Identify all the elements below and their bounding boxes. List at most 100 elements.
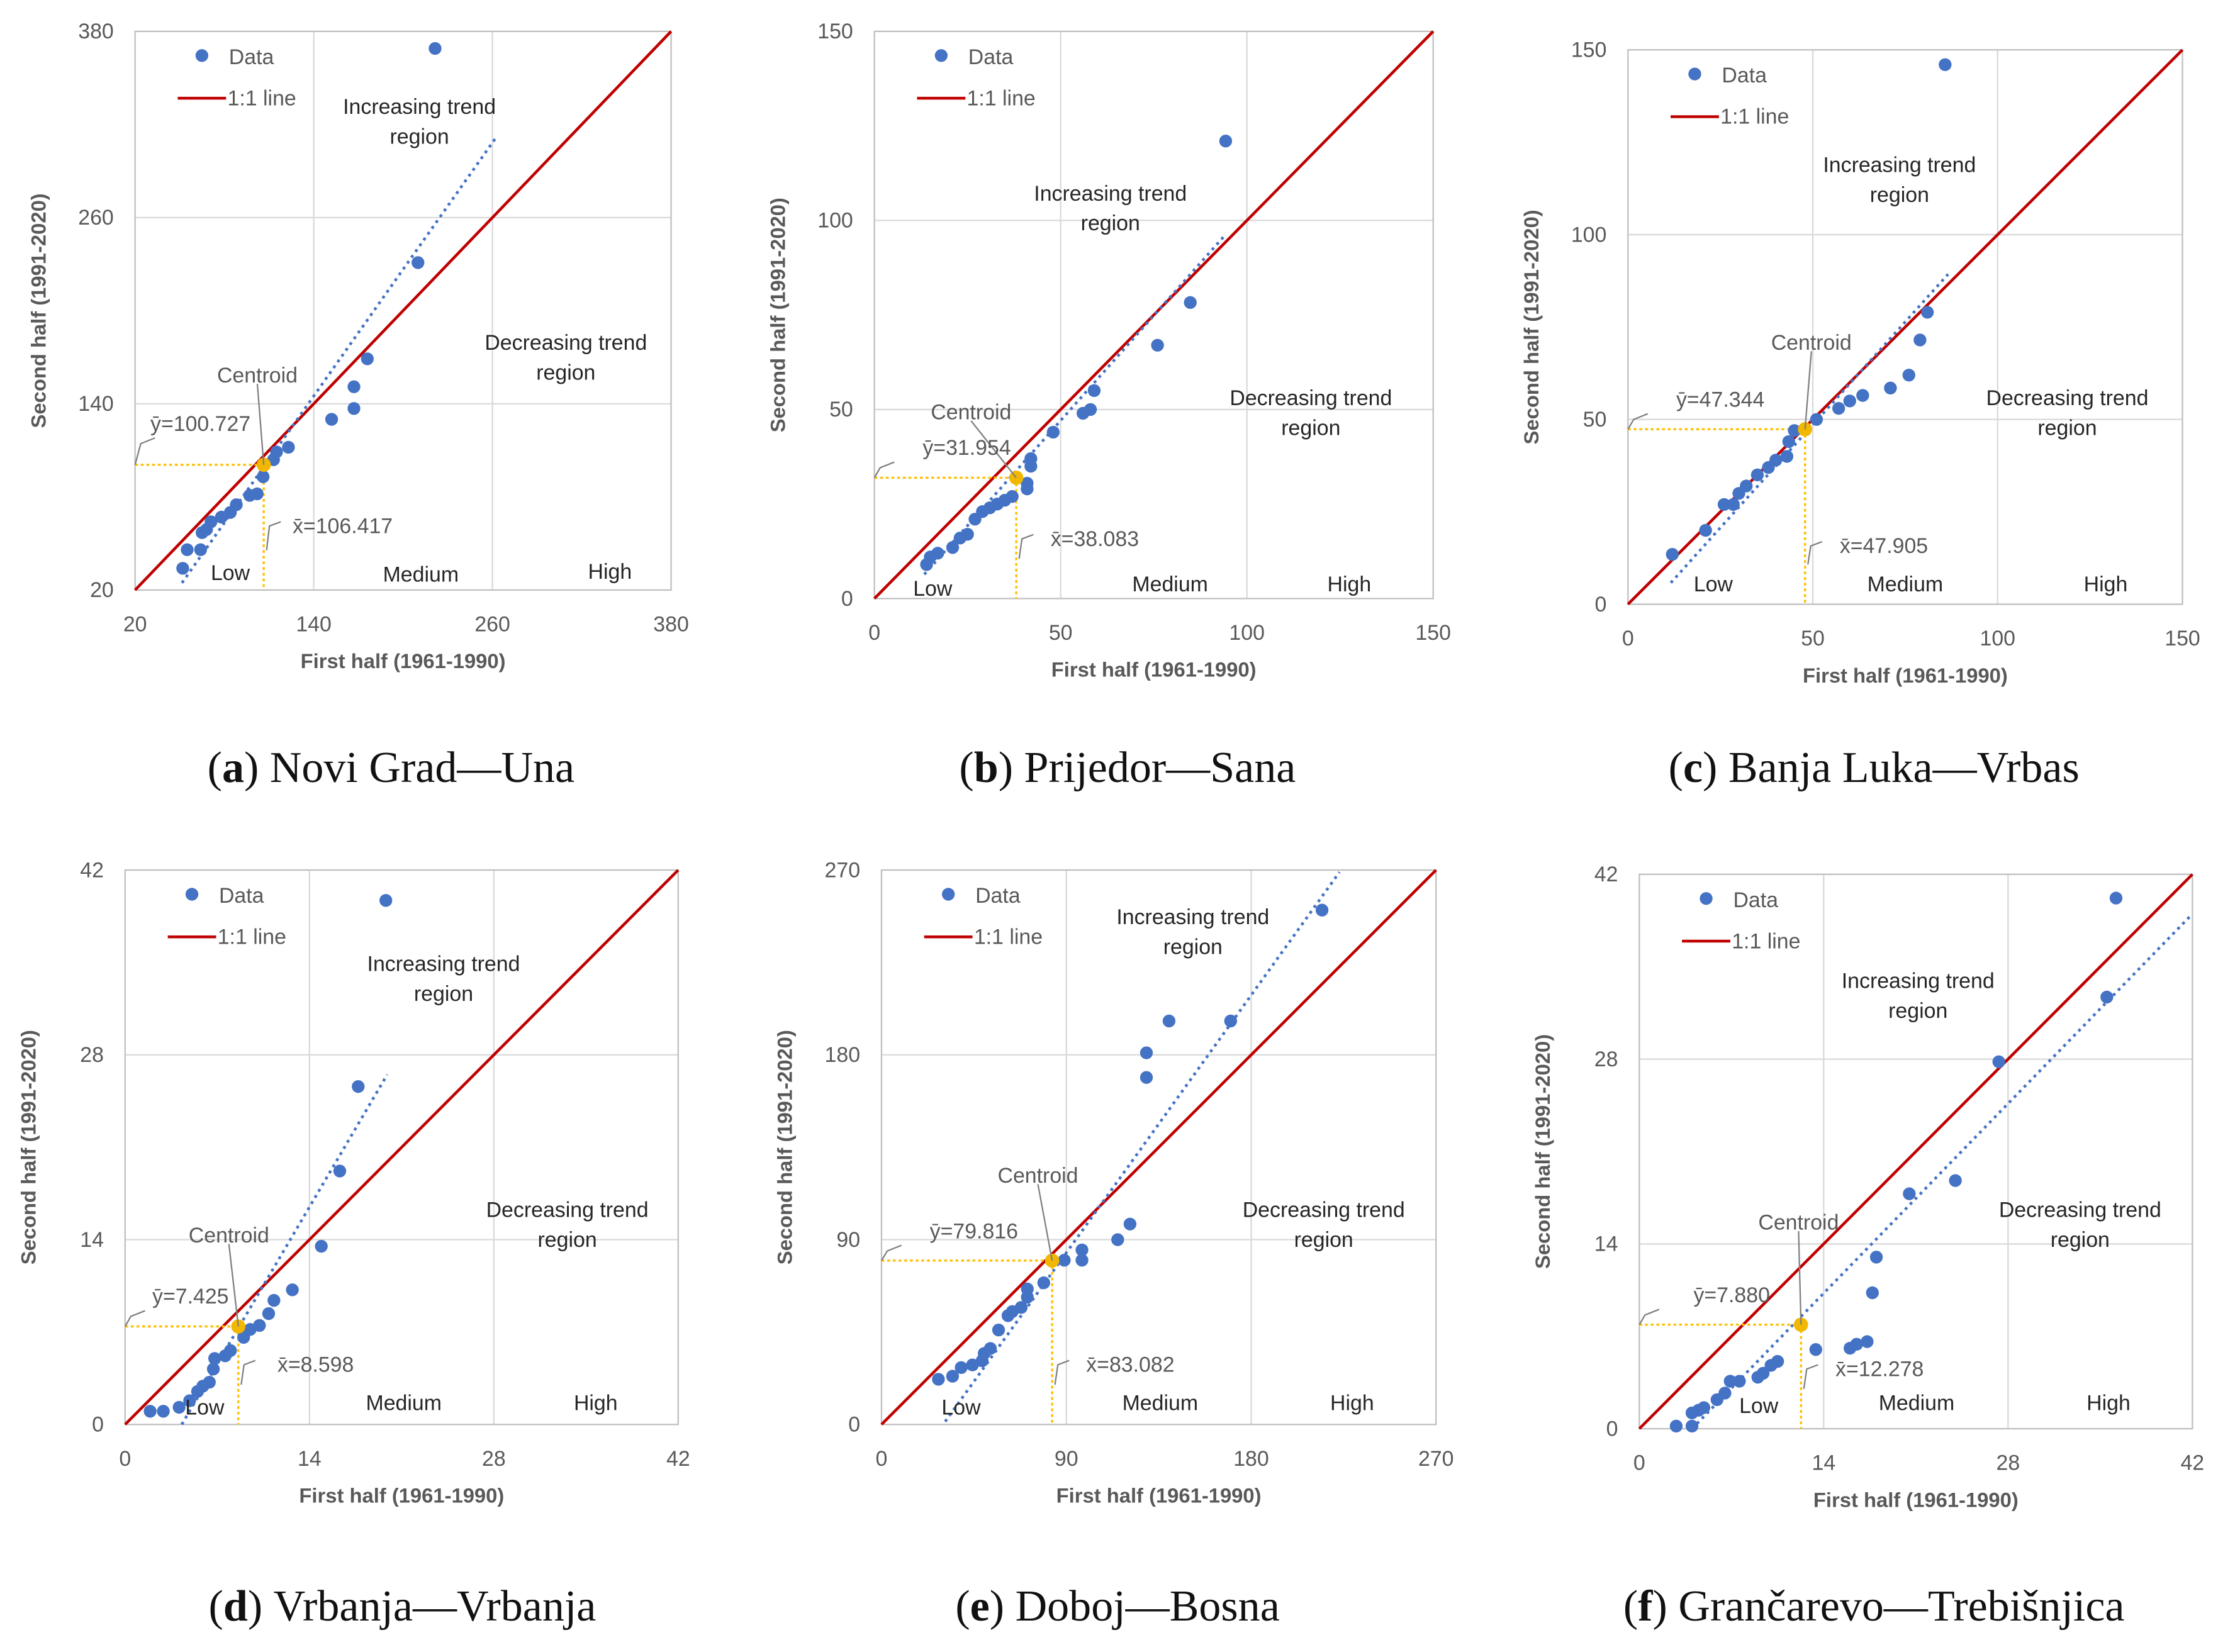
- ybar-label: ȳ=7.880: [1693, 1283, 1770, 1307]
- xbar-leader-line: [1803, 1364, 1818, 1389]
- data-point: [218, 1349, 232, 1363]
- centroid-label: Centroid: [1771, 331, 1852, 355]
- data-point: [1075, 1254, 1089, 1267]
- data-point: [183, 1394, 196, 1407]
- trend-line: [944, 871, 1341, 1423]
- data-point: [379, 894, 393, 907]
- class-label-medium: Medium: [1879, 1392, 1954, 1415]
- x-tick-label: 42: [2180, 1451, 2204, 1475]
- data-point: [1751, 1371, 1764, 1384]
- data-point: [955, 1361, 968, 1375]
- plot-area-border: [873, 30, 1434, 600]
- centroid-leader-line: [1037, 1184, 1053, 1261]
- data-point: [347, 402, 361, 415]
- y-tick-label: 380: [78, 20, 114, 43]
- data-point: [1087, 384, 1101, 398]
- data-point: [1762, 460, 1775, 474]
- data-point: [1024, 459, 1038, 473]
- trend-line: [923, 233, 1227, 576]
- plot-area-border: [880, 869, 1437, 1426]
- chart-panel-f: 00 14 14 28 28 42 42 First half (1961-1990) Seco…: [1531, 862, 2204, 1631]
- y-tick-label: 100: [817, 209, 853, 233]
- class-label-high: High: [1328, 572, 1372, 596]
- class-label-low: Low: [211, 561, 250, 585]
- xbar-label: x̄=47.905: [1840, 534, 1928, 558]
- x-tick-label: 0: [868, 621, 880, 645]
- y-tick-label: 180: [825, 1043, 861, 1067]
- data-point: [333, 1164, 347, 1178]
- x-tick-label: 42: [666, 1447, 690, 1471]
- data-point: [1844, 1341, 1857, 1355]
- xbar-label: x̄=106.417: [293, 515, 393, 539]
- class-label-medium: Medium: [383, 562, 459, 586]
- data-point: [1733, 1375, 1746, 1388]
- data-point: [1780, 450, 1794, 463]
- increasing-trend-region-label: region: [1888, 999, 1947, 1023]
- plot-area-border: [1627, 49, 2183, 605]
- x-axis-title: First half (1961-1990): [1056, 1484, 1262, 1507]
- plot-area-border: [134, 30, 672, 591]
- legend-data-label: Data: [968, 45, 1014, 69]
- caption-panel-letter: a: [222, 744, 244, 792]
- decreasing-trend-region-label: region: [1294, 1228, 1353, 1252]
- data-point: [1949, 1174, 1962, 1187]
- legend-line-label: 1:1 line: [228, 86, 296, 110]
- class-label-low: Low: [913, 577, 953, 601]
- panel-caption: (b) Prijedor—Sana: [959, 744, 1296, 792]
- y-axis-title: Second half (1991-2020): [1531, 1034, 1554, 1269]
- data-point: [1224, 1014, 1237, 1028]
- data-point: [267, 1293, 281, 1307]
- data-point: [1162, 1014, 1176, 1028]
- y-axis-title: Second half (1991-2020): [16, 1030, 40, 1264]
- data-point: [932, 1373, 945, 1386]
- caption-paren: (: [209, 1582, 223, 1631]
- increasing-trend-region-label: Increasing trend: [367, 952, 520, 976]
- class-label-high: High: [574, 1392, 618, 1415]
- caption-title: Vrbanja—Vrbanja: [274, 1582, 597, 1631]
- decreasing-trend-region-label: Decreasing trend: [1999, 1198, 2161, 1222]
- decreasing-trend-region-label: region: [1281, 416, 1340, 440]
- data-point: [1866, 1286, 1879, 1300]
- data-point: [262, 1307, 276, 1320]
- ybar-leader-line: [1638, 1309, 1660, 1326]
- data-point: [953, 532, 966, 545]
- x-axis-title: First half (1961-1990): [1803, 664, 2008, 687]
- data-point: [1001, 1309, 1015, 1322]
- increasing-trend-region-label: Increasing trend: [1116, 905, 1269, 929]
- data-point: [1710, 1393, 1723, 1407]
- y-tick-label: 50: [829, 398, 853, 421]
- data-point: [2100, 990, 2114, 1004]
- xbar-leader-line: [1807, 541, 1823, 565]
- y-tick-label: 42: [1594, 862, 1618, 886]
- data-point: [237, 1331, 250, 1344]
- centroid-label: Centroid: [997, 1164, 1078, 1188]
- x-tick-label: 0: [1633, 1451, 1645, 1475]
- y-tick-label: 50: [1583, 408, 1607, 432]
- caption-paren: ): [248, 1582, 274, 1631]
- increasing-trend-region-label: region: [1163, 935, 1223, 959]
- data-point: [1717, 498, 1731, 511]
- y-tick-label: 14: [80, 1228, 104, 1252]
- data-point: [975, 1354, 989, 1368]
- class-label-high: High: [2086, 1392, 2131, 1415]
- x-tick-label: 90: [1055, 1447, 1078, 1471]
- y-tick-label: 0: [848, 1413, 860, 1437]
- x-tick-label: 270: [1418, 1447, 1454, 1471]
- data-point: [1869, 1251, 1883, 1264]
- x-tick-label: 140: [296, 612, 332, 636]
- data-point: [194, 543, 207, 556]
- x-tick-label: 14: [298, 1447, 322, 1471]
- x-tick-label: 150: [2165, 627, 2200, 650]
- decreasing-trend-region-label: Decreasing trend: [1229, 386, 1392, 410]
- data-point: [282, 440, 295, 454]
- caption-title: Grančarevo—Trebišnjica: [1678, 1582, 2124, 1631]
- x-tick-label: 380: [653, 612, 689, 636]
- centroid-label: Centroid: [931, 401, 1011, 425]
- y-tick-label: 140: [78, 392, 114, 416]
- one-to-one-line: [1638, 873, 2193, 1430]
- legend-data-marker: [1700, 892, 1713, 905]
- data-point: [1920, 306, 1934, 319]
- xbar-label: x̄=12.278: [1835, 1357, 1924, 1381]
- plot-area-border: [124, 869, 679, 1426]
